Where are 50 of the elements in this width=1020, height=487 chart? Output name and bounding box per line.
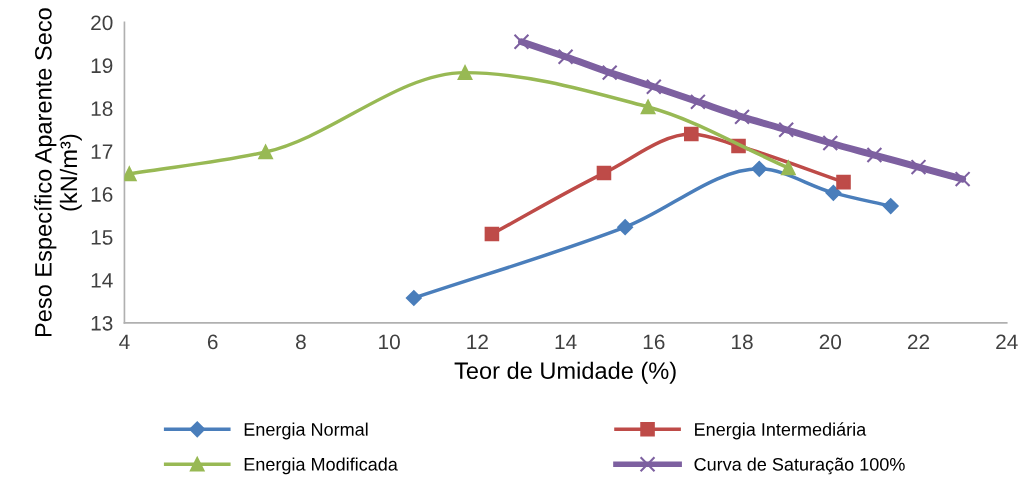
y-tick-label: 18 <box>91 101 113 117</box>
point <box>557 48 574 65</box>
point <box>645 78 662 95</box>
point <box>617 219 634 236</box>
legend-label: Curva de Saturação 100% <box>694 457 905 475</box>
y-tick-label: 20 <box>91 15 113 31</box>
y-axis-title: Peso Específico Aparente Seco (kN/m³) <box>34 8 82 337</box>
legend-label: Energia Modificada <box>244 457 398 475</box>
point <box>513 33 530 50</box>
point <box>825 184 842 201</box>
x-tick-label: 10 <box>379 334 400 350</box>
point <box>836 174 851 190</box>
y-tick-label: 17 <box>91 144 113 159</box>
point <box>601 64 618 81</box>
x-tick-label: 18 <box>732 334 753 350</box>
y-tick-label: 16 <box>91 187 113 202</box>
x-axis-title: Teor de Umidade (%) <box>454 361 676 384</box>
point <box>778 121 795 138</box>
x-tick-label: 12 <box>467 334 488 350</box>
legend-label: Energia Normal <box>244 422 368 440</box>
point <box>882 198 899 215</box>
x-tick-label: 8 <box>296 334 306 350</box>
y-tick-label: 13 <box>91 315 113 331</box>
point <box>781 160 796 176</box>
x-tick-label: 6 <box>207 334 218 350</box>
point <box>866 147 883 164</box>
point <box>734 108 751 125</box>
point <box>124 166 137 182</box>
y-tick-label: 14 <box>91 273 113 288</box>
point <box>258 144 273 160</box>
point <box>405 290 422 306</box>
point <box>684 126 699 142</box>
point <box>689 93 706 110</box>
y-tick-label: 15 <box>91 230 113 245</box>
legend-label: Energia Intermediária <box>695 422 867 440</box>
x-tick-label: 4 <box>119 334 130 350</box>
point <box>751 160 768 177</box>
point <box>457 65 473 80</box>
y-tick-label: 19 <box>91 58 113 74</box>
x-tick-label: 20 <box>819 334 842 350</box>
point <box>484 226 500 242</box>
x-tick-label: 24 <box>996 334 1018 350</box>
x-tick-label: 14 <box>555 334 577 350</box>
point <box>954 171 971 188</box>
x-tick-label: 22 <box>907 334 930 350</box>
point <box>910 159 927 176</box>
point <box>596 165 612 181</box>
x-tick-label: 16 <box>643 334 665 350</box>
point <box>640 99 656 115</box>
point <box>822 135 839 152</box>
